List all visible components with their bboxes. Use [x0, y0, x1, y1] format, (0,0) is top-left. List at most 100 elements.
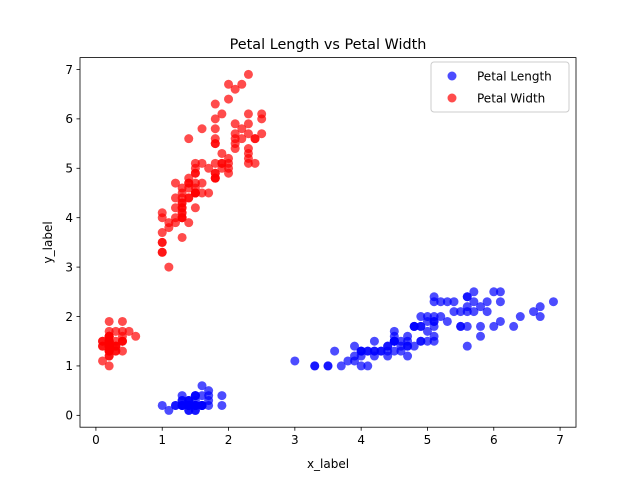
point-petal-length — [422, 316, 432, 326]
point-petal-width — [250, 158, 260, 168]
point-petal-length — [442, 297, 452, 307]
point-petal-length — [469, 297, 479, 307]
point-petal-width — [243, 129, 253, 139]
point-petal-length — [436, 297, 446, 307]
point-petal-width — [210, 99, 220, 109]
point-petal-length — [409, 341, 419, 351]
point-petal-length — [197, 381, 207, 391]
point-petal-length — [462, 341, 472, 351]
point-petal-width — [170, 178, 180, 188]
point-petal-width — [157, 208, 167, 218]
point-petal-width — [197, 188, 207, 198]
point-petal-length — [389, 326, 399, 336]
point-petal-width — [250, 134, 260, 144]
point-petal-width — [184, 183, 194, 193]
point-petal-length — [350, 351, 360, 361]
point-petal-length — [396, 341, 406, 351]
point-petal-length — [529, 307, 539, 317]
point-petal-width — [237, 79, 247, 89]
point-petal-length — [290, 356, 300, 366]
point-petal-width — [177, 208, 187, 218]
point-petal-length — [157, 400, 167, 410]
point-petal-width — [224, 79, 234, 89]
point-petal-length — [436, 312, 446, 322]
y-tick-label: 5 — [65, 162, 73, 176]
point-petal-width — [184, 193, 194, 203]
point-petal-length — [535, 312, 545, 322]
point-petal-length — [369, 346, 379, 356]
point-petal-length — [462, 321, 472, 331]
y-axis-label: y_label — [41, 221, 55, 263]
point-petal-length — [482, 297, 492, 307]
point-petal-width — [157, 237, 167, 247]
point-petal-length — [495, 316, 505, 326]
point-petal-length — [482, 307, 492, 317]
point-petal-width — [243, 153, 253, 163]
point-petal-width — [104, 316, 114, 326]
point-petal-width — [210, 124, 220, 134]
point-petal-length — [422, 336, 432, 346]
point-petal-width — [98, 341, 108, 351]
point-petal-length — [403, 336, 413, 346]
point-petal-width — [224, 168, 234, 178]
point-petal-width — [170, 203, 180, 213]
point-petal-width — [243, 144, 253, 154]
point-petal-length — [403, 351, 413, 361]
point-petal-length — [170, 400, 180, 410]
point-petal-length — [515, 312, 525, 322]
x-tick-label: 7 — [556, 433, 564, 447]
point-petal-width — [204, 188, 214, 198]
point-petal-length — [350, 341, 360, 351]
legend: Petal Length Petal Width — [430, 61, 570, 113]
point-petal-length — [476, 321, 486, 331]
point-petal-length — [495, 297, 505, 307]
point-petal-length — [336, 361, 346, 371]
point-petal-length — [204, 400, 214, 410]
point-petal-width — [210, 114, 220, 124]
point-petal-width — [217, 163, 227, 173]
legend-box — [430, 61, 570, 113]
point-petal-length — [416, 336, 426, 346]
point-petal-width — [257, 109, 267, 119]
point-petal-length — [310, 361, 320, 371]
point-petal-width — [117, 346, 127, 356]
point-petal-width — [230, 144, 240, 154]
point-petal-width — [197, 158, 207, 168]
point-petal-length — [422, 326, 432, 336]
point-petal-length — [462, 292, 472, 302]
point-petal-length — [449, 307, 459, 317]
point-petal-width — [177, 198, 187, 208]
legend-label-petal-width: Petal Width — [477, 92, 545, 106]
point-petal-width — [177, 183, 187, 193]
point-petal-length — [442, 316, 452, 326]
x-tick-label: 6 — [490, 433, 498, 447]
y-tick-label: 4 — [65, 211, 73, 225]
point-petal-width — [157, 247, 167, 257]
point-petal-width — [217, 109, 227, 119]
point-petal-width — [164, 262, 174, 272]
point-petal-width — [224, 94, 234, 104]
point-petal-length — [330, 346, 340, 356]
point-petal-width — [157, 228, 167, 238]
point-petal-width — [190, 203, 200, 213]
point-petal-length — [323, 361, 333, 371]
point-petal-length — [409, 321, 419, 331]
point-petal-width — [230, 134, 240, 144]
point-petal-length — [389, 346, 399, 356]
x-axis-label: x_label — [307, 457, 349, 471]
plot-frame — [79, 57, 577, 428]
point-petal-width — [210, 158, 220, 168]
point-petal-width — [204, 163, 214, 173]
point-petal-width — [224, 153, 234, 163]
point-petal-length — [363, 346, 373, 356]
y-tick-label: 1 — [65, 359, 73, 373]
point-petal-length — [383, 351, 393, 361]
point-petal-length — [548, 297, 558, 307]
point-petal-length — [177, 400, 187, 410]
point-petal-length — [184, 400, 194, 410]
point-petal-width — [190, 158, 200, 168]
point-petal-length — [476, 302, 486, 312]
legend-marker-petal-width — [447, 93, 457, 103]
legend-marker-petal-length — [447, 71, 457, 81]
y-tick-label: 3 — [65, 260, 73, 274]
